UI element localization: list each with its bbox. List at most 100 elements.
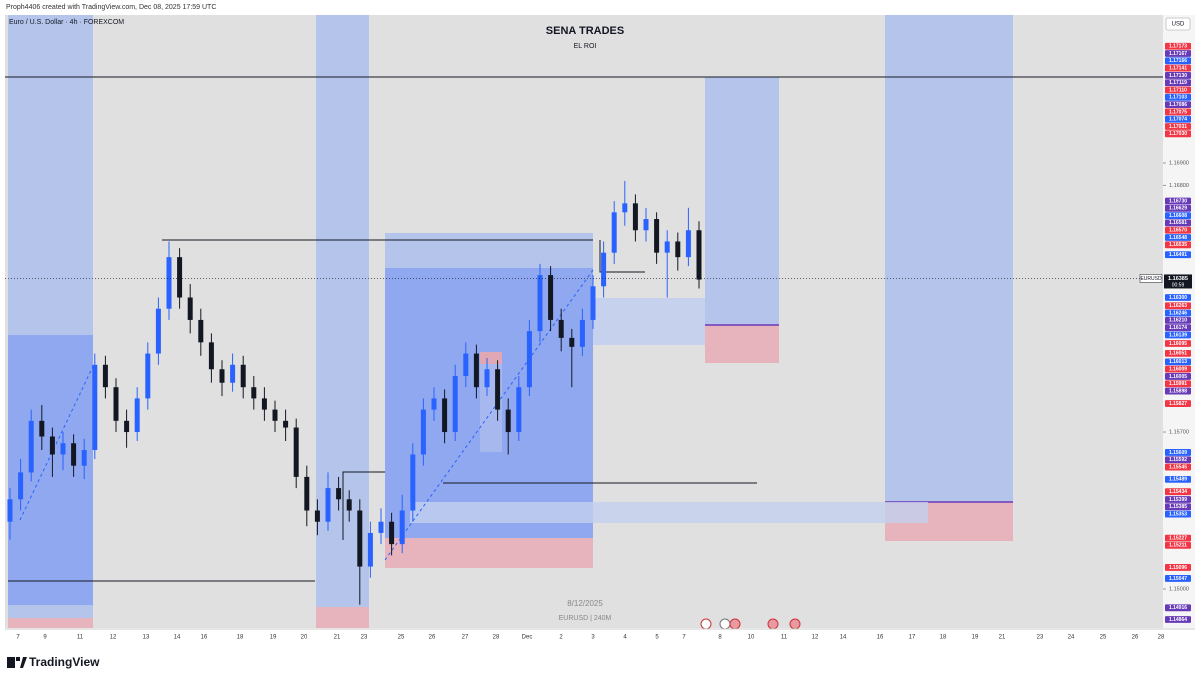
x-tick-label: 9 [43, 635, 47, 641]
x-tick-label: 20 [301, 635, 308, 641]
symbol-tag-text: EURUSD [1140, 276, 1162, 282]
y-tick-label: 1.15000 [1169, 586, 1189, 592]
price-label: 1.15545 [1169, 464, 1187, 470]
x-tick-label: 21 [999, 635, 1006, 641]
candle-body [357, 510, 363, 567]
price-label: 1.16246 [1169, 310, 1187, 316]
x-tick-label: 14 [174, 635, 181, 641]
x-tick-label: 24 [1068, 635, 1075, 641]
candle-body [7, 499, 13, 522]
price-label: 1.16570 [1169, 228, 1187, 234]
price-label: 1.16629 [1169, 206, 1187, 212]
price-label-box [1165, 64, 1191, 72]
price-label: 1.16009 [1169, 366, 1187, 372]
candle-body [685, 230, 691, 258]
price-label-box [1165, 241, 1191, 249]
price-label-box [1165, 541, 1191, 549]
price-label-box [1165, 86, 1191, 94]
price-label-box [1165, 108, 1191, 116]
candle-body [124, 420, 130, 433]
candle-body [643, 219, 649, 231]
price-label: 1.14864 [1169, 617, 1187, 623]
x-tick-label: 5 [655, 635, 659, 641]
candle-body [39, 420, 45, 437]
price-label-box [1165, 93, 1191, 101]
price-label: 1.15211 [1169, 543, 1187, 549]
candle-body [410, 454, 416, 511]
candle-body [632, 203, 638, 231]
price-label: 1.17075 [1169, 109, 1187, 115]
price-label: 1.16263 [1169, 303, 1187, 309]
x-tick-label: 18 [237, 635, 244, 641]
candle-body [378, 521, 384, 533]
price-label-box [1165, 115, 1191, 123]
x-tick-label: 17 [909, 635, 916, 641]
currency[interactable]: USD [1172, 22, 1185, 28]
candle-body [463, 353, 469, 376]
price-label-box [1165, 575, 1191, 582]
candle-body [230, 364, 236, 383]
countdown: 00:59 [1172, 282, 1185, 288]
price-label: 1.17030 [1169, 131, 1187, 137]
candle-body [675, 241, 681, 258]
price-label: 1.15434 [1169, 489, 1187, 495]
y-tick-label: 1.16800 [1169, 183, 1189, 189]
event-icons[interactable] [700, 618, 801, 630]
price-label-box [1165, 358, 1191, 366]
candle-body [81, 449, 87, 466]
price-label-box [1165, 130, 1191, 138]
candle-body [251, 387, 257, 399]
price-label: 1.17141 [1169, 65, 1187, 71]
x-tick-label: 18 [940, 635, 947, 641]
candle-body [622, 203, 628, 213]
price-label-box [1165, 604, 1191, 612]
candle-body [314, 510, 320, 522]
x-tick-label: 28 [493, 635, 500, 641]
candle-body [219, 369, 225, 383]
candle-body [166, 257, 172, 309]
price-label-box [1165, 197, 1191, 205]
x-tick-label: 7 [682, 635, 686, 641]
zones [8, 15, 1013, 628]
price-label: 1.16730 [1169, 198, 1187, 204]
x-tick-label: 16 [877, 635, 884, 641]
candle-body [187, 297, 193, 320]
candles [7, 180, 702, 605]
price-label-box [1165, 496, 1191, 503]
x-tick-label: 2 [559, 635, 563, 641]
price-label-box [1165, 204, 1191, 212]
price-label-box [1165, 387, 1191, 395]
candle-body [611, 212, 617, 253]
candle-body [60, 443, 66, 455]
candle-body [71, 443, 77, 466]
candle-body [696, 230, 702, 280]
price-label: 1.16139 [1169, 332, 1187, 338]
drawings [5, 76, 1163, 582]
x-tick-label: 28 [1158, 635, 1165, 641]
candle-body [304, 476, 310, 511]
price-label: 1.15385 [1169, 504, 1187, 510]
x-tick-label: 26 [429, 635, 436, 641]
candle-body [431, 398, 437, 410]
candle-body [18, 472, 24, 500]
price-label: 1.16013 [1169, 359, 1187, 365]
price-label-box [1165, 219, 1191, 227]
candle-body [208, 342, 214, 370]
price-label: 1.16174 [1169, 325, 1187, 331]
currency-box[interactable] [1165, 17, 1191, 31]
price-label-box [1165, 534, 1191, 542]
price-label-box [1165, 463, 1191, 471]
price-label: 1.16535 [1169, 242, 1187, 248]
candle-body [442, 398, 448, 433]
candle-body [537, 275, 543, 332]
price-label: 1.17103 [1169, 95, 1187, 101]
price-label-box [1165, 324, 1191, 332]
logo-text: TradingView [29, 655, 100, 669]
price-label-box [1165, 101, 1191, 109]
price-label-box [1165, 616, 1191, 623]
x-tick-label: 12 [812, 635, 819, 641]
price-label-box [1165, 79, 1191, 87]
price-label-box [1165, 349, 1191, 357]
price-label: 1.17166 [1169, 58, 1187, 64]
